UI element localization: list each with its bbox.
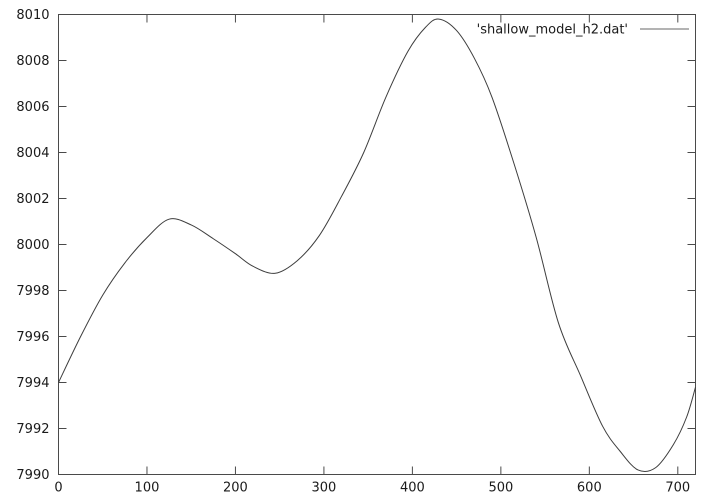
x-tick-label: 400 (400, 481, 425, 496)
y-tick-label: 8008 (16, 54, 49, 69)
x-tick-label: 100 (135, 481, 160, 496)
x-tick-label: 300 (312, 481, 337, 496)
y-tick-label: 7994 (16, 376, 49, 391)
y-tick-label: 8000 (16, 238, 49, 253)
x-tick-label: 600 (577, 481, 602, 496)
plot-border (58, 14, 696, 475)
y-tick-label: 8002 (16, 192, 49, 207)
y-tick-label: 7990 (16, 468, 49, 483)
y-tick-label: 8006 (16, 100, 49, 115)
y-tick-label: 8004 (16, 146, 49, 161)
series-line (58, 18, 696, 472)
x-tick-label: 200 (223, 481, 248, 496)
y-tick-label: 7998 (16, 284, 49, 299)
y-tick-label: 7992 (16, 422, 49, 437)
x-tick-label: 0 (54, 481, 62, 496)
legend-label: 'shallow_model_h2.dat' (477, 23, 628, 38)
x-tick-label: 700 (665, 481, 690, 496)
x-tick-label: 500 (488, 481, 513, 496)
y-tick-label: 7996 (16, 330, 49, 345)
y-tick-label: 8010 (16, 8, 49, 23)
